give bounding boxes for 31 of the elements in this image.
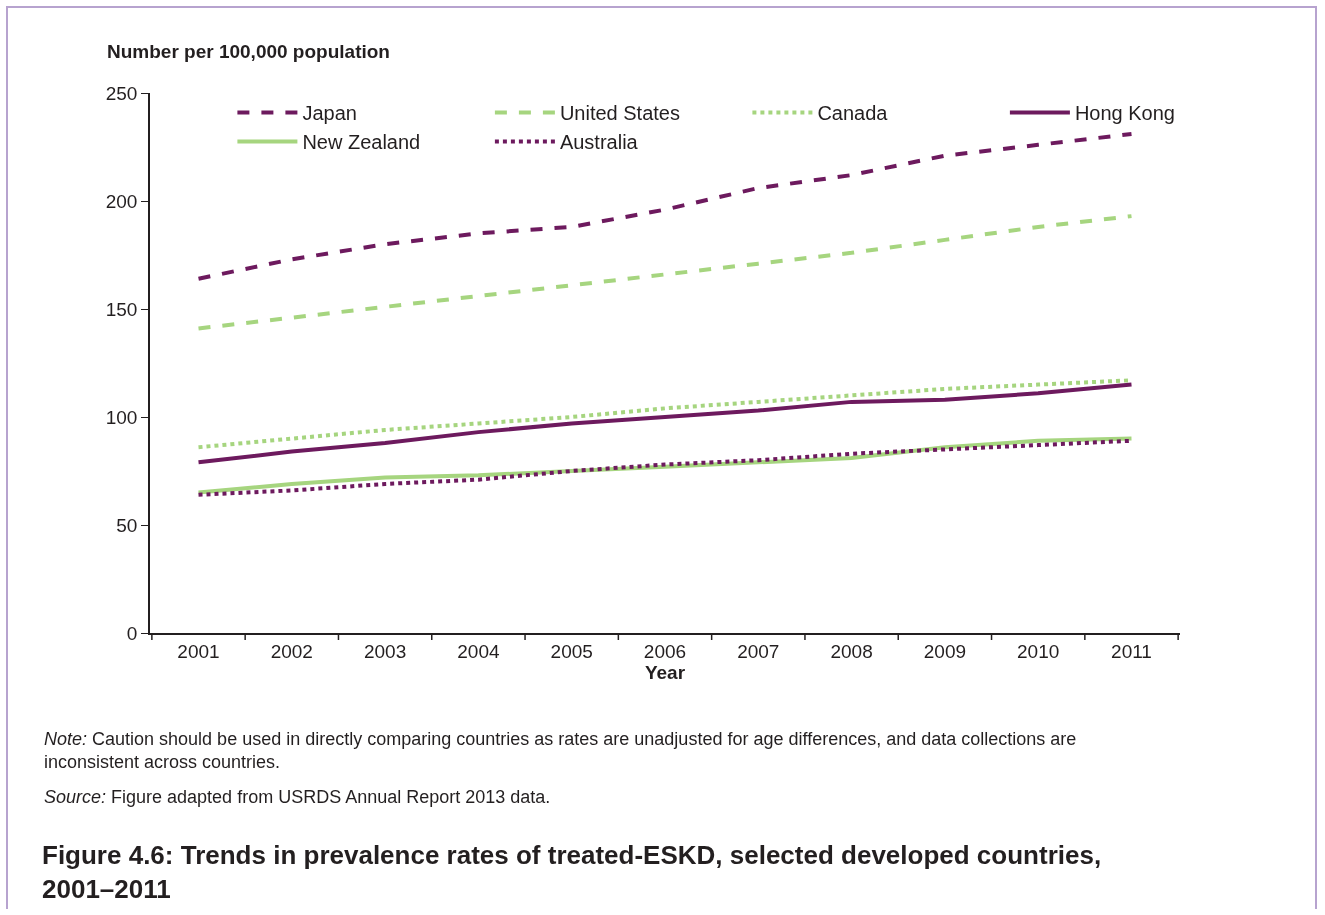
legend-label: New Zealand xyxy=(302,131,421,154)
y-tick-label: 0 xyxy=(126,622,138,644)
y-tick-label: 200 xyxy=(105,190,138,212)
text: Figure 4.6: Trends in prevalence rates of treated-ESKD, selected developed countries, 2001–2011 xyxy=(42,840,1102,904)
y-tick-label: 250 xyxy=(105,82,138,104)
legend-label: Hong Kong xyxy=(1074,102,1175,125)
x-axis-title: Year xyxy=(644,661,686,683)
line-series xyxy=(196,132,1134,281)
y-tick-label: 100 xyxy=(105,406,138,428)
x-tick-label: 2005 xyxy=(550,640,593,662)
x-tick-label: 2007 xyxy=(737,640,780,662)
x-tick-label: 2011 xyxy=(1111,640,1152,662)
x-tick-label: 2010 xyxy=(1017,640,1060,662)
legend-label: Canada xyxy=(817,102,889,125)
legend-label: Japan xyxy=(302,102,357,125)
x-tick-label: 2001 xyxy=(177,640,220,662)
x-tick-label: 2008 xyxy=(830,640,873,662)
x-tick-label: 2002 xyxy=(270,640,313,662)
y-axis-title: Number per 100,000 population xyxy=(107,41,390,62)
x-tick-label: 2006 xyxy=(643,640,687,662)
y-tick-label: 50 xyxy=(116,514,138,536)
y-tick-label: 150 xyxy=(105,298,138,320)
text: Note: Caution should be used in directly comparing countries as rates are unadjusted for age differences, and data collections are inconsistent across countries. xyxy=(44,729,1077,773)
legend-label: United States xyxy=(559,102,680,125)
x-tick-label: 2004 xyxy=(457,640,500,662)
line-series xyxy=(196,214,1134,331)
legend-label: Australia xyxy=(559,131,639,154)
line-series xyxy=(196,382,1134,465)
source-note: Source: Figure adapted from USRDS Annual Report 2013 data. xyxy=(44,787,551,807)
x-tick-label: 2003 xyxy=(363,640,407,662)
x-tick-label: 2009 xyxy=(923,640,967,662)
